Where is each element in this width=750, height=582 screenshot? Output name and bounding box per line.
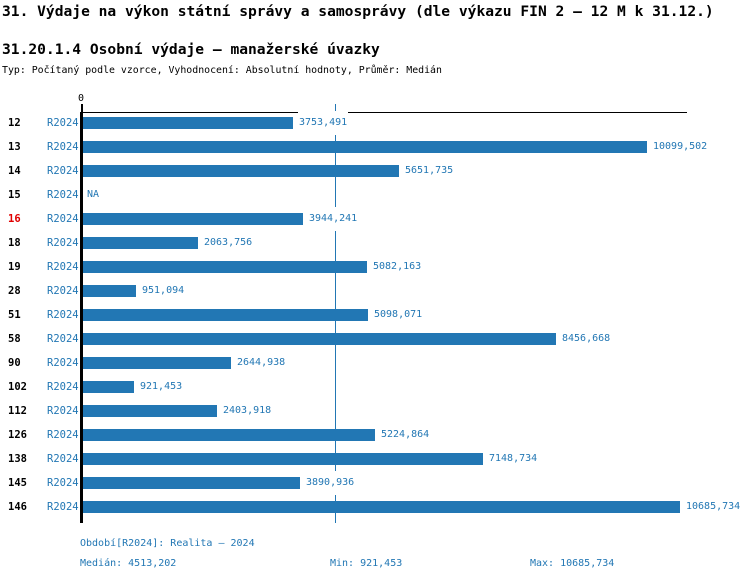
row-period-label: R2024: [47, 189, 79, 201]
row-period-label: R2024: [47, 285, 79, 297]
bar-value-label: 2644,938: [236, 351, 287, 375]
bar-value-label: 2403,918: [222, 399, 273, 423]
chart-row: 145 R2024 3890,936: [0, 471, 750, 495]
row-period-label: R2024: [47, 405, 79, 417]
bar-value-label: 5098,071: [373, 303, 424, 327]
bar: [83, 477, 300, 489]
chart-row: 146 R2024 10685,734: [0, 495, 750, 519]
row-number-label: 102: [8, 381, 27, 393]
x-axis-line: [80, 112, 687, 113]
row-period-label: R2024: [47, 309, 79, 321]
row-number-label: 13: [8, 141, 21, 153]
row-period-label: R2024: [47, 453, 79, 465]
bar: [83, 285, 136, 297]
bar-value-label: 2063,756: [203, 231, 254, 255]
row-number-label: 16: [8, 213, 21, 225]
bar-value-label: 3753,491: [298, 111, 349, 135]
chart-row: 112 R2024 2403,918: [0, 399, 750, 423]
chart-row: 13 R2024 10099,502: [0, 135, 750, 159]
bar: [83, 381, 134, 393]
bar-value-label: 951,094: [141, 279, 186, 303]
chart-row: 14 R2024 5651,735: [0, 159, 750, 183]
y-axis-line: [80, 112, 83, 523]
bar: [83, 165, 399, 177]
row-period-label: R2024: [47, 165, 79, 177]
bar-value-label: 10099,502: [652, 135, 709, 159]
chart-row: 18 R2024 2063,756: [0, 231, 750, 255]
row-number-label: 12: [8, 117, 21, 129]
chart-row: 12 R2024 3753,491: [0, 111, 750, 135]
row-period-label: R2024: [47, 261, 79, 273]
chart-row: 19 R2024 5082,163: [0, 255, 750, 279]
row-number-label: 145: [8, 477, 27, 489]
row-period-label: R2024: [47, 429, 79, 441]
row-number-label: 51: [8, 309, 21, 321]
row-period-label: R2024: [47, 333, 79, 345]
row-period-label: R2024: [47, 237, 79, 249]
bar: [83, 213, 303, 225]
report-title: 31. Výdaje na výkon státní správy a samo…: [2, 3, 714, 20]
row-number-label: 90: [8, 357, 21, 369]
row-number-label: 28: [8, 285, 21, 297]
row-number-label: 14: [8, 165, 21, 177]
footer-period: Období[R2024]: Realita – 2024: [80, 538, 255, 549]
chart-row: 58 R2024 8456,668: [0, 327, 750, 351]
bar: [83, 405, 217, 417]
row-period-label: R2024: [47, 213, 79, 225]
bar: [83, 429, 375, 441]
row-number-label: 58: [8, 333, 21, 345]
footer-min: Min: 921,453: [330, 558, 403, 569]
bar-value-label: 3944,241: [308, 207, 359, 231]
bar: [83, 117, 293, 129]
bar: [83, 309, 368, 321]
bar: [83, 453, 483, 465]
chart-row: 102 R2024 921,453: [0, 375, 750, 399]
chart-row: 28 R2024 951,094: [0, 279, 750, 303]
bar: [83, 237, 198, 249]
axis-zero-tick: [81, 104, 83, 113]
bar: [83, 333, 556, 345]
row-number-label: 112: [8, 405, 27, 417]
row-period-label: R2024: [47, 117, 79, 129]
chart-row: 16 R2024 3944,241: [0, 207, 750, 231]
row-number-label: 19: [8, 261, 21, 273]
row-number-label: 126: [8, 429, 27, 441]
chart-title: 31.20.1.4 Osobní výdaje – manažerské úva…: [2, 41, 380, 58]
bar: [83, 141, 647, 153]
axis-zero-label: 0: [77, 93, 85, 104]
chart-meta-line: Typ: Počítaný podle vzorce, Vyhodnocení:…: [2, 65, 442, 76]
chart-row: 126 R2024 5224,864: [0, 423, 750, 447]
row-number-label: 15: [8, 189, 21, 201]
bar-value-label: 921,453: [139, 375, 184, 399]
bar: [83, 501, 680, 513]
footer-max: Max: 10685,734: [530, 558, 615, 569]
bar: [83, 357, 231, 369]
bar: [83, 261, 367, 273]
chart-row: 138 R2024 7148,734: [0, 447, 750, 471]
bar-value-label: 5082,163: [372, 255, 423, 279]
row-number-label: 138: [8, 453, 27, 465]
chart-row: 15 R2024 NA: [0, 183, 750, 207]
row-number-label: 146: [8, 501, 27, 513]
row-period-label: R2024: [47, 381, 79, 393]
row-period-label: R2024: [47, 357, 79, 369]
row-period-label: R2024: [47, 477, 79, 489]
bar-value-label: 7148,734: [488, 447, 539, 471]
bar-value-label: 3890,936: [305, 471, 356, 495]
chart-row: 51 R2024 5098,071: [0, 303, 750, 327]
bar-value-label: 8456,668: [561, 327, 612, 351]
chart-row: 90 R2024 2644,938: [0, 351, 750, 375]
row-period-label: R2024: [47, 141, 79, 153]
bar-value-label: 5224,864: [380, 423, 431, 447]
row-number-label: 18: [8, 237, 21, 249]
bar-value-label: 10685,734: [685, 495, 742, 519]
row-period-label: R2024: [47, 501, 79, 513]
bar-value-label: 5651,735: [404, 159, 455, 183]
footer-median: Medián: 4513,202: [80, 558, 177, 569]
na-label: NA: [86, 183, 101, 207]
